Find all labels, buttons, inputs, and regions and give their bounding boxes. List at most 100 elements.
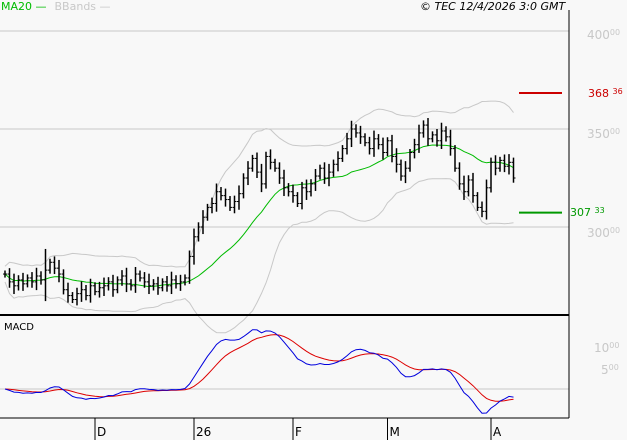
price-bar <box>34 267 39 291</box>
price-bar <box>417 124 421 153</box>
price-bar <box>439 122 444 149</box>
price-bar <box>282 169 286 197</box>
price-bar <box>79 281 84 302</box>
price-bar <box>493 155 498 176</box>
bband-upper <box>4 100 514 268</box>
price-bar <box>457 162 462 190</box>
price-bar <box>336 151 340 172</box>
price-bar <box>192 228 196 265</box>
price-bar <box>183 274 187 286</box>
price-tick-350: 35000 <box>587 127 621 141</box>
price-bar <box>124 267 129 293</box>
legend-bbands: BBands — <box>54 0 111 13</box>
price-bar <box>57 259 61 283</box>
price-bar <box>466 175 471 197</box>
price-bar <box>97 281 102 298</box>
price-bar <box>84 285 88 301</box>
price-bar <box>187 250 192 284</box>
price-bar <box>106 277 111 291</box>
price-bar <box>475 192 480 211</box>
price-bar <box>237 185 241 210</box>
price-tick-300: 30000 <box>587 226 621 240</box>
price-bar <box>133 266 138 293</box>
macd-line <box>4 329 514 414</box>
copyright: © TEC 12/4/2026 3:0 GMT <box>420 0 566 13</box>
price-bar <box>255 152 259 178</box>
price-bar <box>25 274 30 288</box>
price-bar <box>66 282 70 303</box>
price-bar <box>246 161 250 186</box>
price-bar <box>111 274 115 297</box>
price-bar <box>165 276 169 292</box>
price-bar <box>403 161 408 184</box>
price-bar <box>381 137 385 160</box>
price-bar <box>430 131 435 143</box>
price-bar <box>151 279 156 291</box>
resistance-label: 368 36 <box>588 87 623 100</box>
price-bar <box>16 275 21 291</box>
price-bar <box>147 273 151 295</box>
price-bar <box>219 187 223 201</box>
price-bar <box>502 154 507 173</box>
price-bar <box>327 163 331 187</box>
price-bar <box>426 118 430 146</box>
price-bar <box>232 195 237 214</box>
price-bar <box>214 183 219 212</box>
price-bar <box>52 256 57 275</box>
price-bar <box>259 163 264 193</box>
legend-ma20: MA20 — <box>1 0 47 13</box>
price-bar <box>160 278 165 292</box>
x-label: M <box>389 425 400 439</box>
price-bar <box>412 138 417 159</box>
price-bar <box>358 125 363 144</box>
price-bar <box>277 162 282 184</box>
price-bar <box>7 268 12 288</box>
price-bar <box>228 196 232 211</box>
price-bar <box>43 248 48 302</box>
price-bar <box>448 129 453 156</box>
legend: MA20 — BBands — <box>1 0 111 13</box>
price-bar <box>286 183 291 197</box>
macd-signal-line <box>4 334 514 402</box>
price-bar <box>70 292 75 304</box>
price-bar <box>322 162 327 184</box>
price-bar <box>169 271 174 295</box>
price-bar <box>480 201 484 218</box>
price-bar <box>331 159 336 177</box>
price-bar <box>273 158 277 172</box>
x-label: 26 <box>196 425 212 439</box>
price-bar <box>390 134 394 163</box>
price-bar <box>129 279 133 291</box>
support-label: 307 33 <box>570 206 605 219</box>
price-bar <box>3 270 7 278</box>
price-bar <box>88 278 93 303</box>
price-bar <box>304 179 309 200</box>
price-bar <box>75 287 79 306</box>
price-bar <box>201 210 205 235</box>
price-bar <box>21 272 25 291</box>
price-bar <box>250 154 255 172</box>
price-bar <box>12 273 16 295</box>
price-bar <box>462 175 466 200</box>
price-bar <box>349 120 354 148</box>
price-bar <box>241 173 246 199</box>
price-bar <box>484 179 489 220</box>
price-bar <box>93 282 97 296</box>
price-bar <box>309 179 313 197</box>
price-bar <box>354 124 358 138</box>
price-bar <box>376 134 381 150</box>
x-label: D <box>97 425 107 439</box>
price-bar <box>435 129 439 147</box>
price-bar <box>300 181 304 210</box>
price-bar <box>174 275 178 289</box>
price-bar <box>507 154 511 175</box>
price-bar <box>399 159 403 181</box>
ma20-line <box>4 144 514 288</box>
price-bar <box>61 269 66 295</box>
price-bar <box>345 132 349 155</box>
bband-lower <box>4 178 514 334</box>
price-bar <box>340 145 345 162</box>
price-bar <box>142 272 147 288</box>
price-bar <box>408 148 412 172</box>
